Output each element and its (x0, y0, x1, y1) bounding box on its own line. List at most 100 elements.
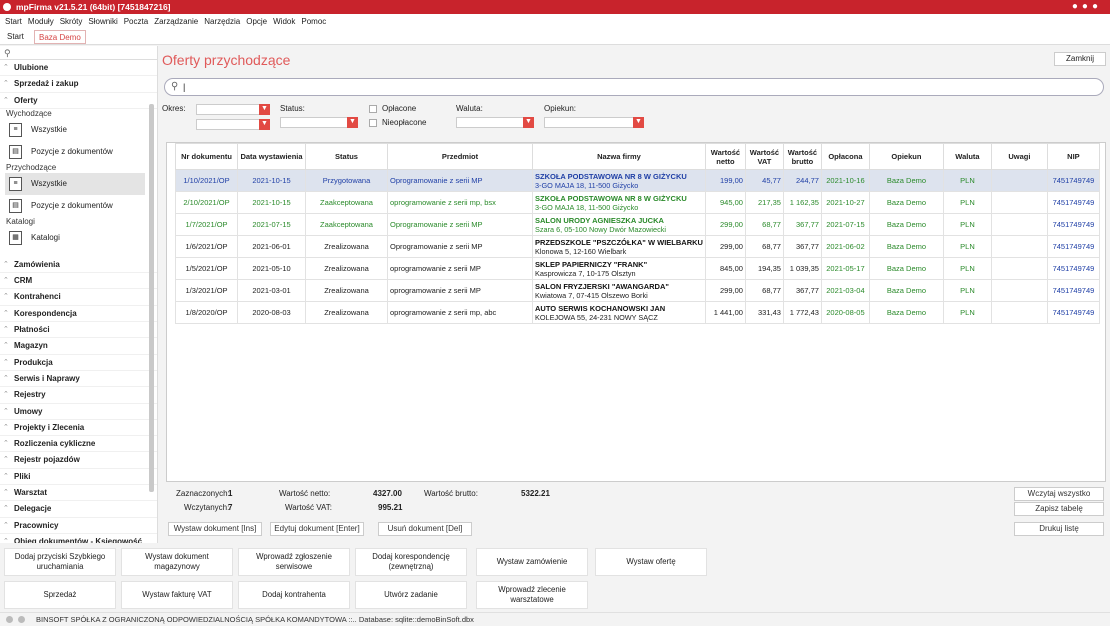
sidebar-item-wychodzace-pozycje[interactable]: ▤ Pozycje z dokumentów (5, 141, 145, 163)
sidebar-section-magazyn[interactable]: Magazyn (0, 338, 157, 355)
col-nip[interactable]: NIP (1046, 143, 1100, 170)
table-row[interactable]: 1/6/2021/OP 2021-06-01 Zrealizowana Oprogra… (175, 235, 1100, 258)
offers-table[interactable]: Nr dokumentu Data wystawienia Status Prz… (166, 142, 1106, 482)
col-status[interactable]: Status (305, 143, 388, 170)
table-row[interactable]: 1/8/2020/OP 2020-08-03 Zrealizowana oprogra… (175, 301, 1100, 324)
cell-status: Zrealizowana (305, 279, 388, 302)
load-all-button[interactable]: Wczytaj wszystko (1014, 487, 1104, 501)
menu-narzedzia[interactable]: Narzędzia (204, 17, 241, 26)
sidebar-item-label: Wszystkie (31, 178, 67, 188)
col-waluta[interactable]: Waluta (942, 143, 992, 170)
quick-correspondence[interactable]: Dodaj korespondencję (zewnętrzną) (355, 548, 467, 576)
sidebar-section-pojazdy[interactable]: Rejestr pojazdów (0, 452, 157, 469)
cell-nr: 2/10/2021/OP (175, 191, 238, 214)
sidebar-section-kontrahenci[interactable]: Kontrahenci (0, 289, 157, 306)
sidebar-search-input[interactable]: ⚲ (0, 46, 157, 60)
quick-add-buttons[interactable]: Dodaj przyciski Szybkiego uruchamiania (4, 548, 116, 576)
sidebar-section-korespondencja[interactable]: Korespondencja (0, 306, 157, 323)
firm-address: Klonowa 5, 12-160 Wielbark (535, 246, 627, 256)
filter-waluta-select[interactable]: ▼ (456, 117, 534, 128)
col-vat[interactable]: Wartość VAT (744, 143, 784, 170)
sidebar-item-wychodzace-wszystkie[interactable]: ≡ Wszystkie (5, 119, 145, 141)
quick-add-contractor[interactable]: Dodaj kontrahenta (238, 581, 350, 609)
cell-vat: 68,77 (744, 213, 784, 236)
sidebar-section-obieg[interactable]: Obieg dokumentów - Księgowość (0, 534, 157, 543)
menu-pomoc[interactable]: Pomoc (301, 17, 327, 26)
col-przedmiot[interactable]: Przedmiot (387, 143, 533, 170)
sidebar-section-serwis[interactable]: Serwis i Naprawy (0, 371, 157, 388)
col-oplacona[interactable]: Opłacona (820, 143, 870, 170)
menu-zarzadzanie[interactable]: Zarządzanie (154, 17, 199, 26)
table-row[interactable]: 1/3/2021/OP 2021-03-01 Zrealizowana oprogra… (175, 279, 1100, 302)
sidebar-section-umowy[interactable]: Umowy (0, 404, 157, 420)
cell-status: Przygotowana (305, 169, 388, 192)
col-firma[interactable]: Nazwa firmy (532, 143, 706, 170)
col-brutto[interactable]: Wartość brutto (782, 143, 822, 170)
tab-start[interactable]: Start (7, 32, 24, 41)
cell-przedmiot: oprogramowanie z serii MP (387, 257, 533, 280)
table-row[interactable]: 2/10/2021/OP 2021-10-15 Zaakceptowana oprog… (175, 191, 1100, 214)
sidebar-section-rozliczenia[interactable]: Rozliczenia cykliczne (0, 436, 157, 453)
sidebar-item-przychodzace-wszystkie[interactable]: ≡ Wszystkie (5, 172, 145, 195)
oplacone-checkbox[interactable] (369, 105, 377, 113)
sidebar-section-oferty[interactable]: Oferty (0, 93, 157, 109)
tab-baza-demo[interactable]: Baza Demo (34, 30, 86, 44)
col-data[interactable]: Data wystawienia (237, 143, 306, 170)
sidebar-item-przychodzace-pozycje[interactable]: ▤ Pozycje z dokumentów (5, 195, 145, 217)
search-input[interactable]: ⚲ | (164, 78, 1104, 96)
cell-netto: 199,00 (704, 169, 746, 192)
sidebar-section-rejestry[interactable]: Rejestry (0, 387, 157, 404)
sidebar-section-ulubione[interactable]: Ulubione (0, 60, 157, 77)
table-header-row: Nr dokumentu Data wystawienia Status Prz… (175, 143, 1100, 170)
sidebar-section-platnosci[interactable]: Płatności (0, 322, 157, 339)
sidebar-section-sprzedaz[interactable]: Sprzedaż i zakup (0, 76, 157, 93)
sidebar-section-projekty[interactable]: Projekty i Zlecenia (0, 420, 157, 437)
filter-okres-to-select[interactable]: ▼ (196, 119, 270, 130)
col-netto[interactable]: Wartość netto (704, 143, 746, 170)
sidebar-section-crm[interactable]: CRM (0, 273, 157, 290)
menu-slowniki[interactable]: Słowniki (88, 17, 118, 26)
print-list-button[interactable]: Drukuj listę (1014, 522, 1104, 536)
filter-status-select[interactable]: ▼ (280, 117, 358, 128)
sidebar-section-produkcja[interactable]: Produkcja (0, 355, 157, 371)
quick-create-task[interactable]: Utwórz zadanie (355, 581, 467, 609)
col-uwagi[interactable]: Uwagi (990, 143, 1048, 170)
add-document-button[interactable]: Wystaw dokument [Ins] (168, 522, 262, 536)
sidebar-section-pliki[interactable]: Pliki (0, 469, 157, 486)
quick-service-report[interactable]: Wprowadź zgłoszenie serwisowe (238, 548, 350, 576)
sidebar-section-pracownicy[interactable]: Pracownicy (0, 518, 157, 534)
menu-moduly[interactable]: Moduły (27, 17, 54, 26)
menu-start[interactable]: Start (5, 17, 22, 26)
filter-okres-from-select[interactable]: ▼ (196, 104, 270, 115)
sidebar-section-warsztat[interactable]: Warsztat (0, 485, 157, 502)
col-nr[interactable]: Nr dokumentu (175, 143, 238, 170)
sidebar-item-katalogi[interactable]: ▦ Katalogi (5, 227, 145, 249)
save-table-button[interactable]: Zapisz tabelę (1014, 502, 1104, 516)
sidebar-scrollbar[interactable] (149, 104, 154, 492)
table-row[interactable]: 1/10/2021/OP 2021-10-15 Przygotowana Oprogr… (175, 169, 1100, 192)
table-row[interactable]: 1/7/2021/OP 2021-07-15 Zaakceptowana Oprogr… (175, 213, 1100, 236)
menu-opcje[interactable]: Opcje (246, 17, 268, 26)
quick-sales[interactable]: Sprzedaż (4, 581, 116, 609)
menu-poczta[interactable]: Poczta (123, 17, 149, 26)
filter-opiekun-select[interactable]: ▼ (544, 117, 644, 128)
quick-workshop-order[interactable]: Wprowadź zlecenie warsztatowe (476, 581, 588, 609)
title-bar: mpFirma v21.5.21 (64bit) [7451847216] ●●… (0, 0, 1110, 14)
table-row[interactable]: 1/5/2021/OP 2021-05-10 Zrealizowana oprogra… (175, 257, 1100, 280)
sidebar-section-delegacje[interactable]: Delegacje (0, 501, 157, 518)
sidebar-section-zamowienia[interactable]: Zamówienia (0, 257, 157, 274)
menu-widok[interactable]: Widok (273, 17, 296, 26)
quick-order[interactable]: Wystaw zamówienie (476, 548, 588, 576)
close-button[interactable]: Zamknij (1054, 52, 1106, 66)
window-controls-icon[interactable]: ●●● (1071, 1, 1102, 12)
quick-offer[interactable]: Wystaw ofertę (595, 548, 707, 576)
nieoplacone-checkbox[interactable] (369, 119, 377, 127)
cell-netto: 299,00 (704, 213, 746, 236)
cell-uwagi (990, 279, 1048, 302)
menu-skroty[interactable]: Skróty (59, 17, 83, 26)
col-opiekun[interactable]: Opiekun (868, 143, 944, 170)
delete-document-button[interactable]: Usuń dokument [Del] (378, 522, 472, 536)
quick-warehouse-doc[interactable]: Wystaw dokument magazynowy (121, 548, 233, 576)
edit-document-button[interactable]: Edytuj dokument [Enter] (270, 522, 364, 536)
quick-invoice[interactable]: Wystaw fakturę VAT (121, 581, 233, 609)
